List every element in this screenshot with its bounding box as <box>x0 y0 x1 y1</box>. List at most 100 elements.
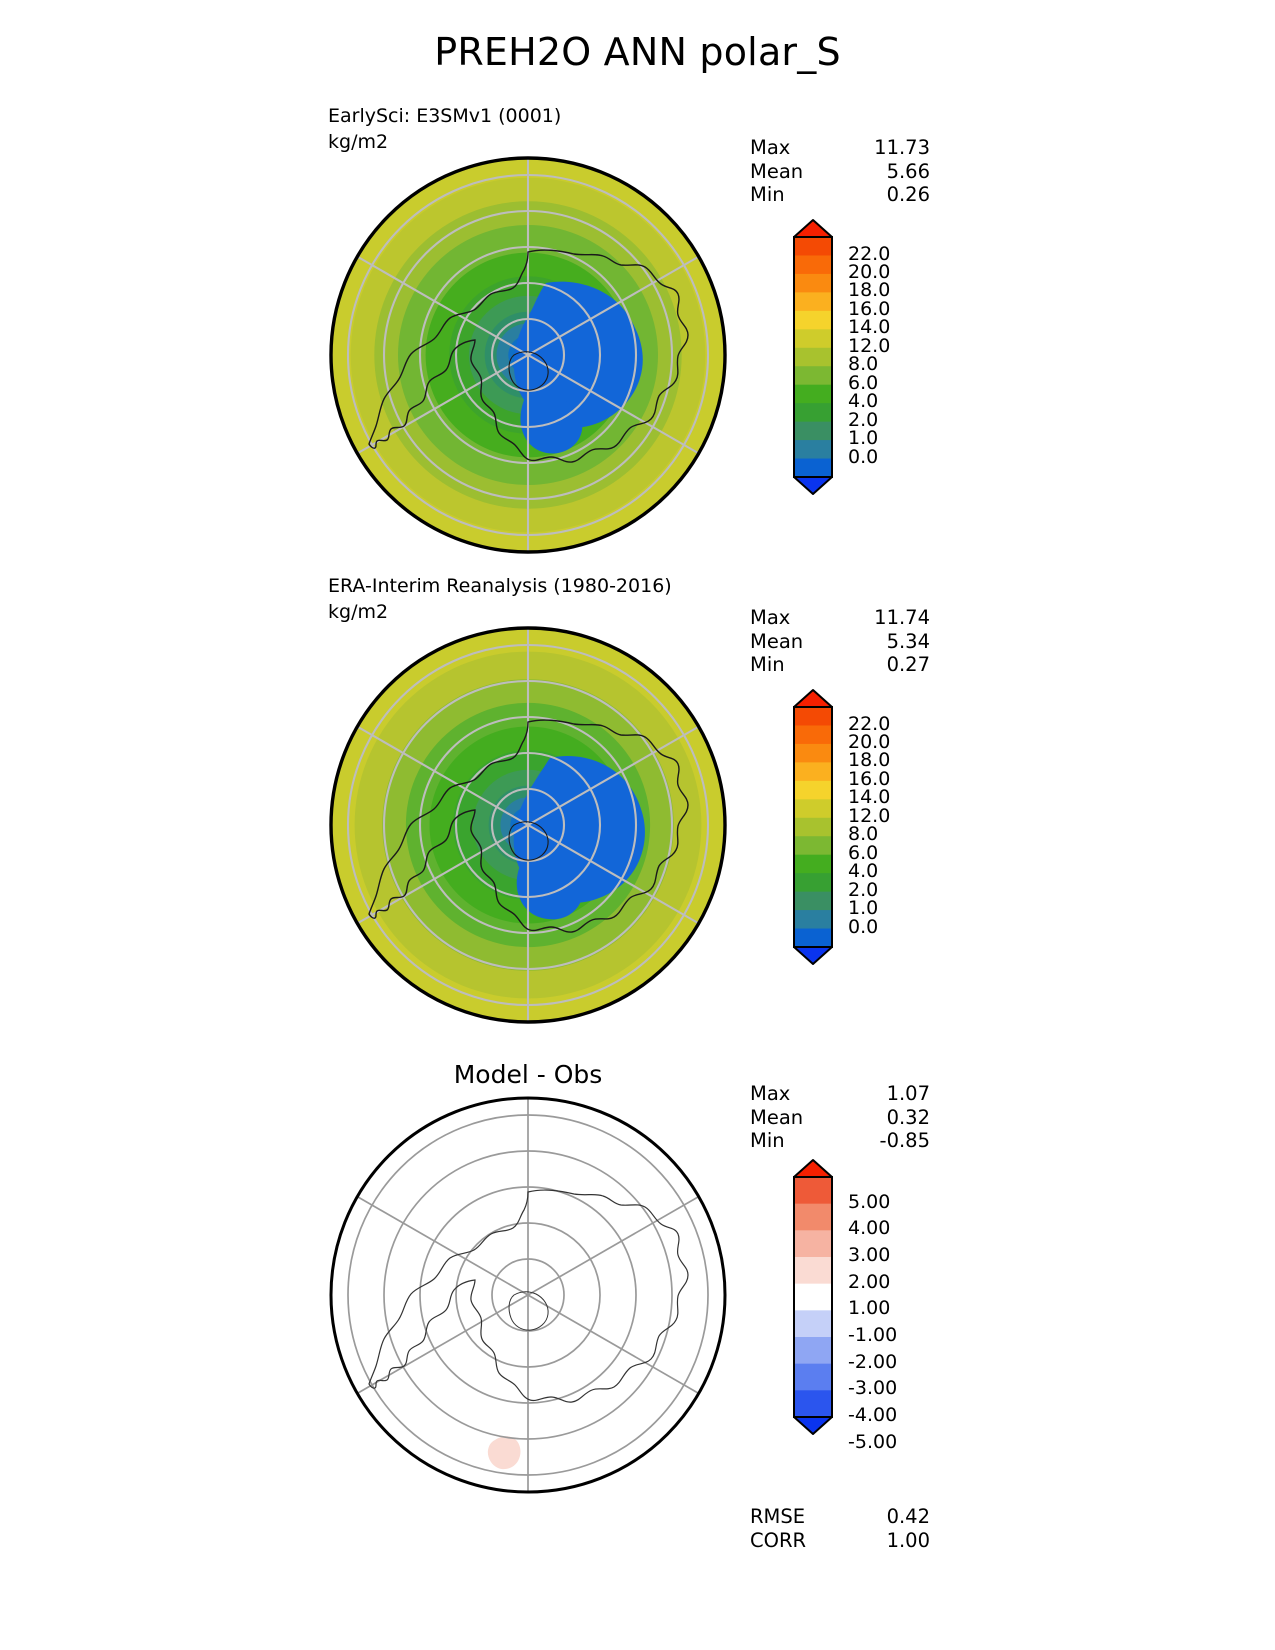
colorbar-band <box>794 891 832 911</box>
colorbar-band <box>794 1390 832 1418</box>
colorbar-outline <box>793 236 833 478</box>
colorbar-tick-label: 12.0 <box>848 804 891 827</box>
map-boundary-obs <box>329 626 727 1024</box>
stat-label: Max <box>750 136 791 159</box>
interior-minimum-lobe <box>516 860 583 920</box>
colorbar-extend-max <box>793 1159 833 1178</box>
stat-value: 1.07 <box>886 1082 930 1105</box>
colorbar-band <box>794 725 832 745</box>
stat-label: Mean <box>750 1105 804 1129</box>
colorbar-band <box>794 310 832 330</box>
stat-value: 5.34 <box>886 629 930 653</box>
colorbar-band <box>794 1337 832 1365</box>
map-diff-svg <box>329 1096 727 1494</box>
panel-model: EarlySci: E3SMv1 (0001) kg/m2 <box>0 0 1275 560</box>
map-model[interactable] <box>318 155 738 555</box>
colorbar-tick-label: 1.0 <box>848 897 879 920</box>
panel-diff: Model - Obs <box>0 940 1275 1650</box>
colorbar-tick-label: -2.00 <box>848 1350 898 1373</box>
colorbar-obs[interactable] <box>790 688 836 966</box>
colorbar-band <box>794 458 832 478</box>
colorbar-band <box>794 1257 832 1285</box>
colorbar-tick-label: 4.0 <box>848 390 879 413</box>
colorbar-tick-label: -4.00 <box>848 1404 898 1426</box>
colorbar-band <box>794 854 832 874</box>
stats-model: Max 11.73 Mean 5.66 Min 0.26 <box>750 136 930 207</box>
colorbar-band <box>794 255 832 275</box>
colorbar-tick-label: 1.00 <box>848 1297 891 1320</box>
colorbar-tick-label: 1.0 <box>848 427 879 450</box>
stat-label: Max <box>750 606 791 629</box>
panel-diff-title: Model - Obs <box>453 1060 603 1089</box>
colorbar-tick-label: 0.0 <box>848 445 879 468</box>
graticule-diff <box>347 1098 709 1492</box>
colorbar-extend-max <box>793 689 833 708</box>
colorbar-tick-label: -5.00 <box>848 1430 898 1453</box>
colorbar-band <box>794 1177 832 1205</box>
colorbar-tick-label: 4.0 <box>848 860 879 883</box>
panel-obs-units: kg/m2 <box>328 601 389 623</box>
colorbar-band <box>794 928 832 948</box>
map-obs-svg <box>329 626 727 1024</box>
colorbar-outline <box>793 1176 833 1418</box>
colorbar-obs-svg <box>793 689 833 965</box>
stats-diff: Max 1.07 Mean 0.32 Min -0.85 <box>750 1082 930 1153</box>
colorbar-tick-label: 8.0 <box>848 823 879 846</box>
footer-stat-value: 1.00 <box>886 1528 930 1552</box>
colorbar-band <box>794 347 832 367</box>
stat-value: 0.27 <box>886 653 930 676</box>
colorbar-diff-svg <box>793 1159 833 1435</box>
map-boundary-model <box>329 156 727 554</box>
colorbar-tick-label: 22.0 <box>848 242 891 265</box>
footer-stat-label: CORR <box>750 1528 807 1552</box>
colorbar-tick-label: 6.0 <box>848 841 879 864</box>
colorbar-outline <box>793 706 833 948</box>
stat-value: 0.32 <box>886 1105 930 1129</box>
stat-label: Min <box>750 653 785 676</box>
colorbar-tick-label: 22.0 <box>848 712 891 735</box>
colorbar-model[interactable] <box>790 218 836 496</box>
map-obs[interactable] <box>318 625 738 1025</box>
stat-value: 11.73 <box>874 136 930 159</box>
stat-value: 0.26 <box>886 183 930 206</box>
colorbar-band <box>794 799 832 819</box>
colorbar-band <box>794 910 832 930</box>
map-boundary-diff <box>329 1096 727 1494</box>
stat-label: Min <box>750 1129 785 1152</box>
colorbar-diff-labels: 5.00 4.00 3.00 2.00 1.00 -1.00 -2.00 -3.00 -4.00… <box>848 1158 978 1453</box>
panel-obs-name: ERA-Interim Reanalysis (1980-2016) <box>328 575 672 597</box>
colorbar-diff[interactable] <box>790 1158 836 1436</box>
colorbar-band <box>794 366 832 386</box>
colorbar-band <box>794 836 832 856</box>
colorbar-tick-label: 2.00 <box>848 1270 891 1293</box>
colorbar-band <box>794 762 832 782</box>
interior-minimum-region <box>513 281 643 428</box>
colorbar-extend-max <box>793 219 833 238</box>
colorbar-obs-labels: 22.0 20.0 18.0 16.0 14.0 12.0 8.0 6.0 4.0 2.0 1.0 0… <box>848 688 968 966</box>
stat-label: Mean <box>750 159 804 183</box>
panel-model-name: EarlySci: E3SMv1 (0001) <box>328 105 562 127</box>
colorbar-band <box>794 384 832 404</box>
colorbar-band <box>794 329 832 349</box>
map-diff[interactable] <box>318 1095 738 1495</box>
colorbar-band <box>794 817 832 837</box>
stat-value: -0.85 <box>879 1129 930 1152</box>
colorbar-band <box>794 1310 832 1338</box>
stat-label: Mean <box>750 629 804 653</box>
colorbar-tick-label: 18.0 <box>848 279 891 302</box>
colorbar-tick-label: 0.0 <box>848 915 879 938</box>
colorbar-band <box>794 873 832 893</box>
colorbar-band <box>794 1363 832 1391</box>
colorbar-tick-label: 4.00 <box>848 1217 891 1240</box>
colorbar-band <box>794 273 832 293</box>
colorbar-band <box>794 440 832 460</box>
footer-stats-diff: RMSE 0.42 CORR 1.00 <box>750 1505 930 1552</box>
colorbar-tick-label: 5.00 <box>848 1190 891 1213</box>
panel-model-units: kg/m2 <box>328 131 389 153</box>
colorbar-tick-label: 3.00 <box>848 1244 891 1266</box>
colorbar-band <box>794 1230 832 1258</box>
colorbar-band <box>794 421 832 441</box>
colorbar-tick-label: 2.0 <box>848 878 879 901</box>
page-title: PREH2O ANN polar_S <box>434 30 841 74</box>
colorbar-band <box>794 237 832 257</box>
